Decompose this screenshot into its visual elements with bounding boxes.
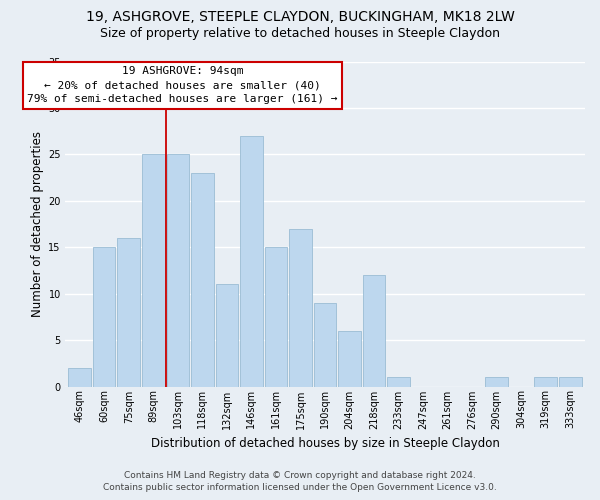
Bar — [93, 247, 115, 386]
Bar — [167, 154, 189, 386]
Bar — [289, 228, 312, 386]
Bar — [142, 154, 164, 386]
Text: Size of property relative to detached houses in Steeple Claydon: Size of property relative to detached ho… — [100, 28, 500, 40]
Bar — [387, 377, 410, 386]
Bar — [314, 303, 336, 386]
Bar — [215, 284, 238, 386]
Bar — [535, 377, 557, 386]
Bar — [240, 136, 263, 386]
Bar — [191, 173, 214, 386]
Y-axis label: Number of detached properties: Number of detached properties — [31, 131, 44, 317]
Bar — [485, 377, 508, 386]
Bar — [265, 247, 287, 386]
Text: 19, ASHGROVE, STEEPLE CLAYDON, BUCKINGHAM, MK18 2LW: 19, ASHGROVE, STEEPLE CLAYDON, BUCKINGHA… — [86, 10, 514, 24]
Bar — [118, 238, 140, 386]
Bar — [559, 377, 581, 386]
X-axis label: Distribution of detached houses by size in Steeple Claydon: Distribution of detached houses by size … — [151, 437, 499, 450]
Bar — [68, 368, 91, 386]
Bar — [363, 275, 385, 386]
Bar — [338, 331, 361, 386]
Text: Contains HM Land Registry data © Crown copyright and database right 2024.
Contai: Contains HM Land Registry data © Crown c… — [103, 471, 497, 492]
Text: 19 ASHGROVE: 94sqm
← 20% of detached houses are smaller (40)
79% of semi-detache: 19 ASHGROVE: 94sqm ← 20% of detached hou… — [28, 66, 338, 104]
